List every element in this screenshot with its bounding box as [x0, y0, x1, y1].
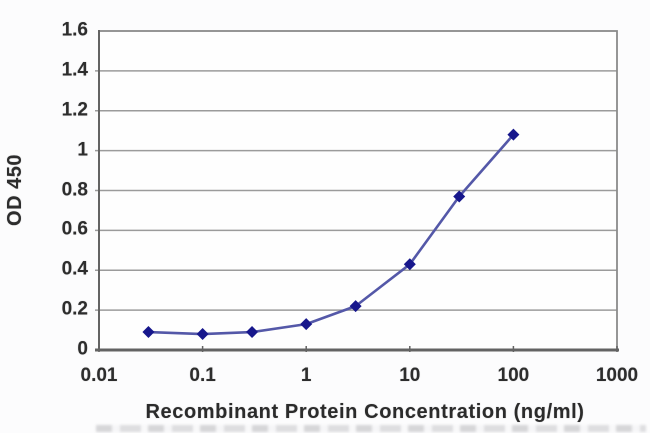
- x-axis-title: Recombinant Protein Concentration (ng/ml…: [145, 401, 585, 423]
- y-tick-label: 1.2: [61, 99, 88, 121]
- data-point-marker: [453, 190, 466, 203]
- data-point-marker: [142, 326, 155, 339]
- y-tick-label: 0.2: [61, 298, 88, 320]
- data-point-marker: [403, 258, 416, 271]
- x-tick-label: 100: [497, 365, 530, 386]
- x-tick-label: 1000: [595, 365, 639, 386]
- y-axis-title: OD 450: [4, 154, 26, 226]
- data-point-marker: [196, 328, 209, 341]
- y-tick-label: 0.6: [61, 218, 88, 240]
- x-tick-label: 0.01: [80, 365, 118, 386]
- data-point-marker: [246, 326, 259, 339]
- data-point-marker: [507, 128, 520, 141]
- y-tick-label: 1.4: [61, 59, 88, 81]
- y-tick-label: 0.8: [61, 179, 88, 201]
- cropped-text-artifact: [96, 425, 646, 432]
- data-point-marker: [349, 300, 362, 313]
- data-line: [148, 133, 515, 336]
- data-point-marker: [300, 318, 313, 331]
- y-tick-label: 0.4: [61, 258, 88, 280]
- y-tick-label: 1.6: [61, 19, 88, 41]
- x-tick-label: 10: [399, 365, 421, 386]
- x-tick-label: 1: [300, 365, 312, 386]
- y-tick-label: 1: [77, 139, 88, 161]
- x-tick-label: 0.1: [189, 365, 216, 386]
- y-tick-label: 0: [77, 338, 88, 360]
